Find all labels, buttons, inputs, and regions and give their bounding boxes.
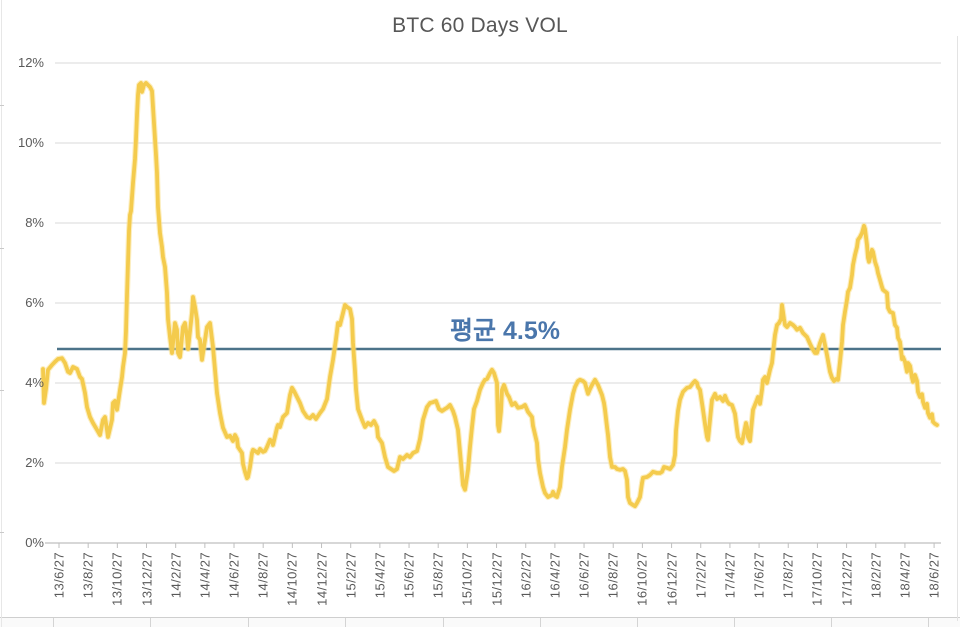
x-axis-tick-label: 17/8/27 [780, 552, 796, 599]
y-axis-tick-label: 8% [25, 215, 44, 230]
x-axis-tick-label: 17/12/27 [839, 552, 855, 606]
x-axis-tick-label: 17/2/27 [693, 552, 709, 599]
average-annotation-label: 평균 4.5% [450, 317, 560, 345]
x-axis-tick-label: 15/8/27 [430, 552, 446, 599]
strip-cell-border [150, 618, 151, 627]
strip-cell-border [831, 618, 832, 627]
x-axis-tick-label: 16/8/27 [605, 552, 621, 599]
strip-cell-border [637, 618, 638, 627]
y-axis-tick-label: 2% [25, 455, 44, 470]
x-axis-tick-label: 16/6/27 [576, 552, 592, 599]
strip-cell-border [248, 618, 249, 627]
x-axis-tick-label: 15/6/27 [401, 552, 417, 599]
x-axis-tick-label: 15/10/27 [459, 552, 475, 606]
volatility-series-halo [40, 80, 940, 510]
x-axis-tick-label: 15/4/27 [372, 552, 388, 599]
x-axis-tick-label: 15/2/27 [343, 552, 359, 599]
x-axis-tick-label: 18/6/27 [926, 552, 942, 599]
x-axis-tick-label: 17/6/27 [751, 552, 767, 599]
x-axis-tick-label: 15/12/27 [489, 552, 505, 606]
y-axis-tick-label: 0% [25, 535, 44, 550]
strip-cell-border [443, 618, 444, 627]
x-axis-tick-label: 17/10/27 [809, 552, 825, 606]
strip-cell-border [345, 618, 346, 627]
y-axis-tick-label: 10% [17, 135, 44, 150]
x-axis-tick-label: 13/12/27 [139, 552, 154, 606]
row-tick [0, 248, 4, 249]
x-axis-tick-label: 14/4/27 [197, 552, 213, 599]
x-axis-tick-label: 14/10/27 [284, 552, 300, 606]
x-axis-tick-label: 18/2/27 [868, 552, 884, 599]
row-tick [0, 105, 4, 106]
x-axis-tick-label: 14/8/27 [255, 552, 271, 599]
strip-cell-border [928, 618, 929, 627]
x-axis-tick-label: 13/8/27 [80, 552, 96, 599]
strip-cell-border [53, 618, 54, 627]
x-axis-tick-label: 16/2/27 [518, 552, 534, 599]
left-edge-gridline [1, 0, 2, 627]
row-tick [0, 390, 4, 391]
x-axis-tick-label: 14/6/27 [226, 552, 242, 599]
chart-title: BTC 60 Days VOL [392, 14, 568, 37]
x-axis-tick-label: 13/10/27 [109, 552, 125, 606]
x-axis-tick-label: 14/2/27 [168, 552, 184, 599]
x-axis-tick-label: 16/10/27 [634, 552, 650, 606]
right-edge-gridline [957, 36, 958, 621]
x-axis-tick-label: 17/4/27 [722, 552, 738, 599]
x-axis-tick-label: 13/6/27 [51, 552, 67, 599]
y-axis-tick-label: 6% [25, 295, 44, 310]
x-axis-tick-label: 18/4/27 [897, 552, 913, 599]
strip-cell-border [734, 618, 735, 627]
y-axis-tick-label: 4% [25, 375, 44, 390]
x-axis-tick-label: 16/12/27 [664, 552, 680, 606]
y-axis-tick-label: 12% [17, 55, 44, 70]
volatility-series-line [41, 81, 939, 509]
x-axis-tick-label: 14/12/27 [314, 552, 330, 606]
strip-cell-border [540, 618, 541, 627]
spreadsheet-strip [0, 617, 960, 627]
row-tick [0, 532, 4, 533]
x-axis-tick-label: 16/4/27 [547, 552, 563, 599]
